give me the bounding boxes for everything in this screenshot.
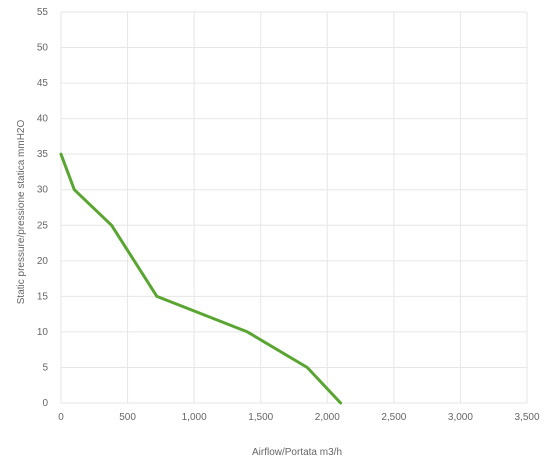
y-tick-label: 30 bbox=[37, 185, 49, 196]
y-tick-label: 10 bbox=[37, 327, 49, 338]
x-tick-label: 1,500 bbox=[248, 412, 273, 423]
x-tick-label: 2,000 bbox=[315, 412, 340, 423]
y-tick-label: 40 bbox=[37, 114, 49, 125]
y-axis-title: Static pressure/pressione statica mmH2O bbox=[16, 120, 27, 305]
y-tick-label: 5 bbox=[42, 362, 48, 373]
x-tick-label: 0 bbox=[58, 412, 64, 423]
x-tick-label: 2,500 bbox=[381, 412, 406, 423]
series-line bbox=[59, 152, 343, 405]
y-axis-ticks: 0 5 10 15 20 25 30 35 40 45 50 55 bbox=[37, 7, 49, 409]
grid bbox=[60, 11, 528, 404]
y-tick-label: 55 bbox=[37, 7, 49, 18]
y-tick-label: 0 bbox=[42, 398, 48, 409]
y-tick-label: 20 bbox=[37, 256, 49, 267]
x-axis-title: Airflow/Portata m3/h bbox=[252, 447, 342, 458]
x-tick-label: 1,000 bbox=[182, 412, 207, 423]
y-tick-label: 50 bbox=[37, 43, 49, 54]
y-tick-label: 45 bbox=[37, 78, 49, 89]
x-axis-ticks: 0 500 1,000 1,500 2,000 2,500 3,000 3,500 bbox=[58, 412, 540, 423]
x-tick-label: 3,000 bbox=[448, 412, 473, 423]
series-layer bbox=[59, 152, 343, 405]
x-tick-label: 500 bbox=[119, 412, 136, 423]
x-tick-label: 3,500 bbox=[514, 412, 539, 423]
y-tick-label: 35 bbox=[37, 149, 49, 160]
y-tick-label: 15 bbox=[37, 291, 49, 302]
y-tick-label: 25 bbox=[37, 220, 49, 231]
